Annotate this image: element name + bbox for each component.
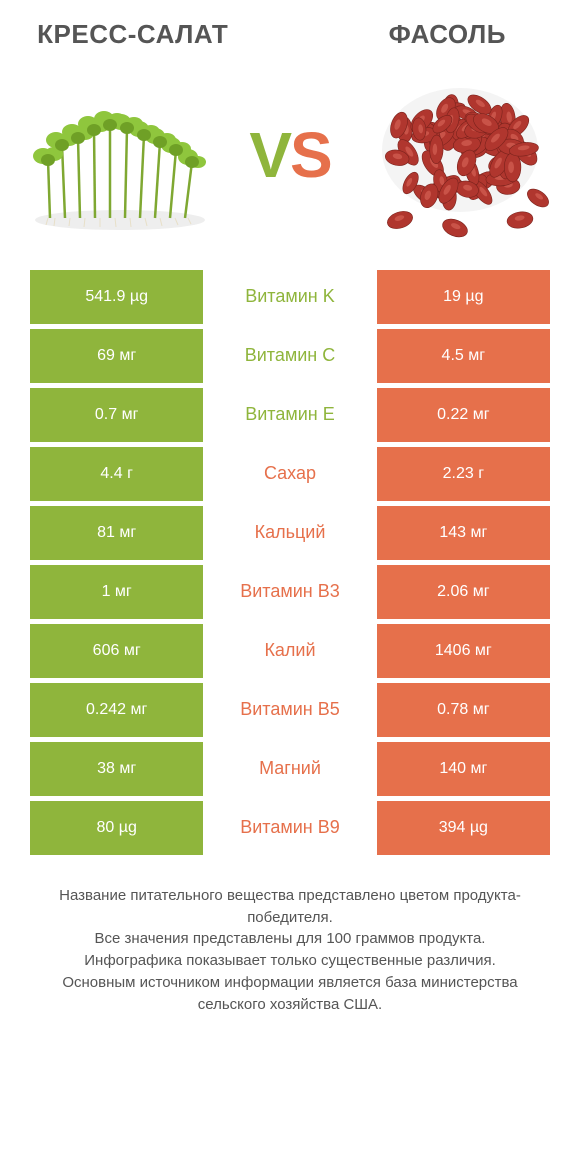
left-value-cell: 69 мг — [30, 329, 203, 383]
table-row: 38 мгМагний140 мг — [30, 742, 550, 796]
footer-line: Все значения представлены для 100 граммо… — [30, 928, 550, 950]
table-row: 0.7 мгВитамин E0.22 мг — [30, 388, 550, 442]
right-value-cell: 4.5 мг — [377, 329, 550, 383]
vs-letter-v: V — [249, 119, 290, 191]
cress-icon — [20, 80, 220, 230]
nutrient-table: 541.9 µgВитамин K19 µg69 мгВитамин C4.5 … — [30, 270, 550, 855]
nutrient-label-cell: Калий — [203, 624, 376, 678]
footer-line: Название питательного вещества представл… — [30, 885, 550, 929]
table-row: 0.242 мгВитамин B50.78 мг — [30, 683, 550, 737]
right-product-title: Фасоль — [315, 20, 580, 50]
left-value-cell: 606 мг — [30, 624, 203, 678]
nutrient-label-cell: Магний — [203, 742, 376, 796]
left-value-cell: 0.242 мг — [30, 683, 203, 737]
left-value-cell: 81 мг — [30, 506, 203, 560]
right-value-cell: 2.06 мг — [377, 565, 550, 619]
left-value-cell: 1 мг — [30, 565, 203, 619]
nutrient-label-cell: Кальций — [203, 506, 376, 560]
table-row: 69 мгВитамин C4.5 мг — [30, 329, 550, 383]
nutrient-label-cell: Витамин B9 — [203, 801, 376, 855]
right-value-cell: 394 µg — [377, 801, 550, 855]
nutrient-label-cell: Витамин C — [203, 329, 376, 383]
hero-row: VS — [0, 60, 580, 270]
left-value-cell: 4.4 г — [30, 447, 203, 501]
right-value-cell: 143 мг — [377, 506, 550, 560]
table-row: 81 мгКальций143 мг — [30, 506, 550, 560]
table-row: 541.9 µgВитамин K19 µg — [30, 270, 550, 324]
left-product-image — [20, 70, 220, 240]
right-value-cell: 0.78 мг — [377, 683, 550, 737]
nutrient-label-cell: Сахар — [203, 447, 376, 501]
left-value-cell: 38 мг — [30, 742, 203, 796]
table-row: 80 µgВитамин B9394 µg — [30, 801, 550, 855]
table-row: 4.4 гСахар2.23 г — [30, 447, 550, 501]
header-row: Кресс-­салат Фасоль — [0, 0, 580, 60]
right-product-image — [360, 70, 560, 240]
footer-text: Название питательного вещества представл… — [30, 885, 550, 1016]
left-value-cell: 0.7 мг — [30, 388, 203, 442]
left-value-cell: 80 µg — [30, 801, 203, 855]
right-value-cell: 19 µg — [377, 270, 550, 324]
vs-letter-s: S — [290, 119, 331, 191]
nutrient-label-cell: Витамин K — [203, 270, 376, 324]
right-value-cell: 1406 мг — [377, 624, 550, 678]
vs-label: VS — [249, 118, 330, 192]
nutrient-label-cell: Витамин B3 — [203, 565, 376, 619]
right-value-cell: 140 мг — [377, 742, 550, 796]
table-row: 606 мгКалий1406 мг — [30, 624, 550, 678]
beans-icon — [360, 70, 560, 240]
table-row: 1 мгВитамин B32.06 мг — [30, 565, 550, 619]
nutrient-label-cell: Витамин E — [203, 388, 376, 442]
footer-line: Инфографика показывает только существенн… — [30, 950, 550, 972]
right-value-cell: 2.23 г — [377, 447, 550, 501]
nutrient-label-cell: Витамин B5 — [203, 683, 376, 737]
left-value-cell: 541.9 µg — [30, 270, 203, 324]
right-value-cell: 0.22 мг — [377, 388, 550, 442]
footer-line: Основным источником информации является … — [30, 972, 550, 1016]
left-product-title: Кресс-­салат — [0, 20, 265, 50]
